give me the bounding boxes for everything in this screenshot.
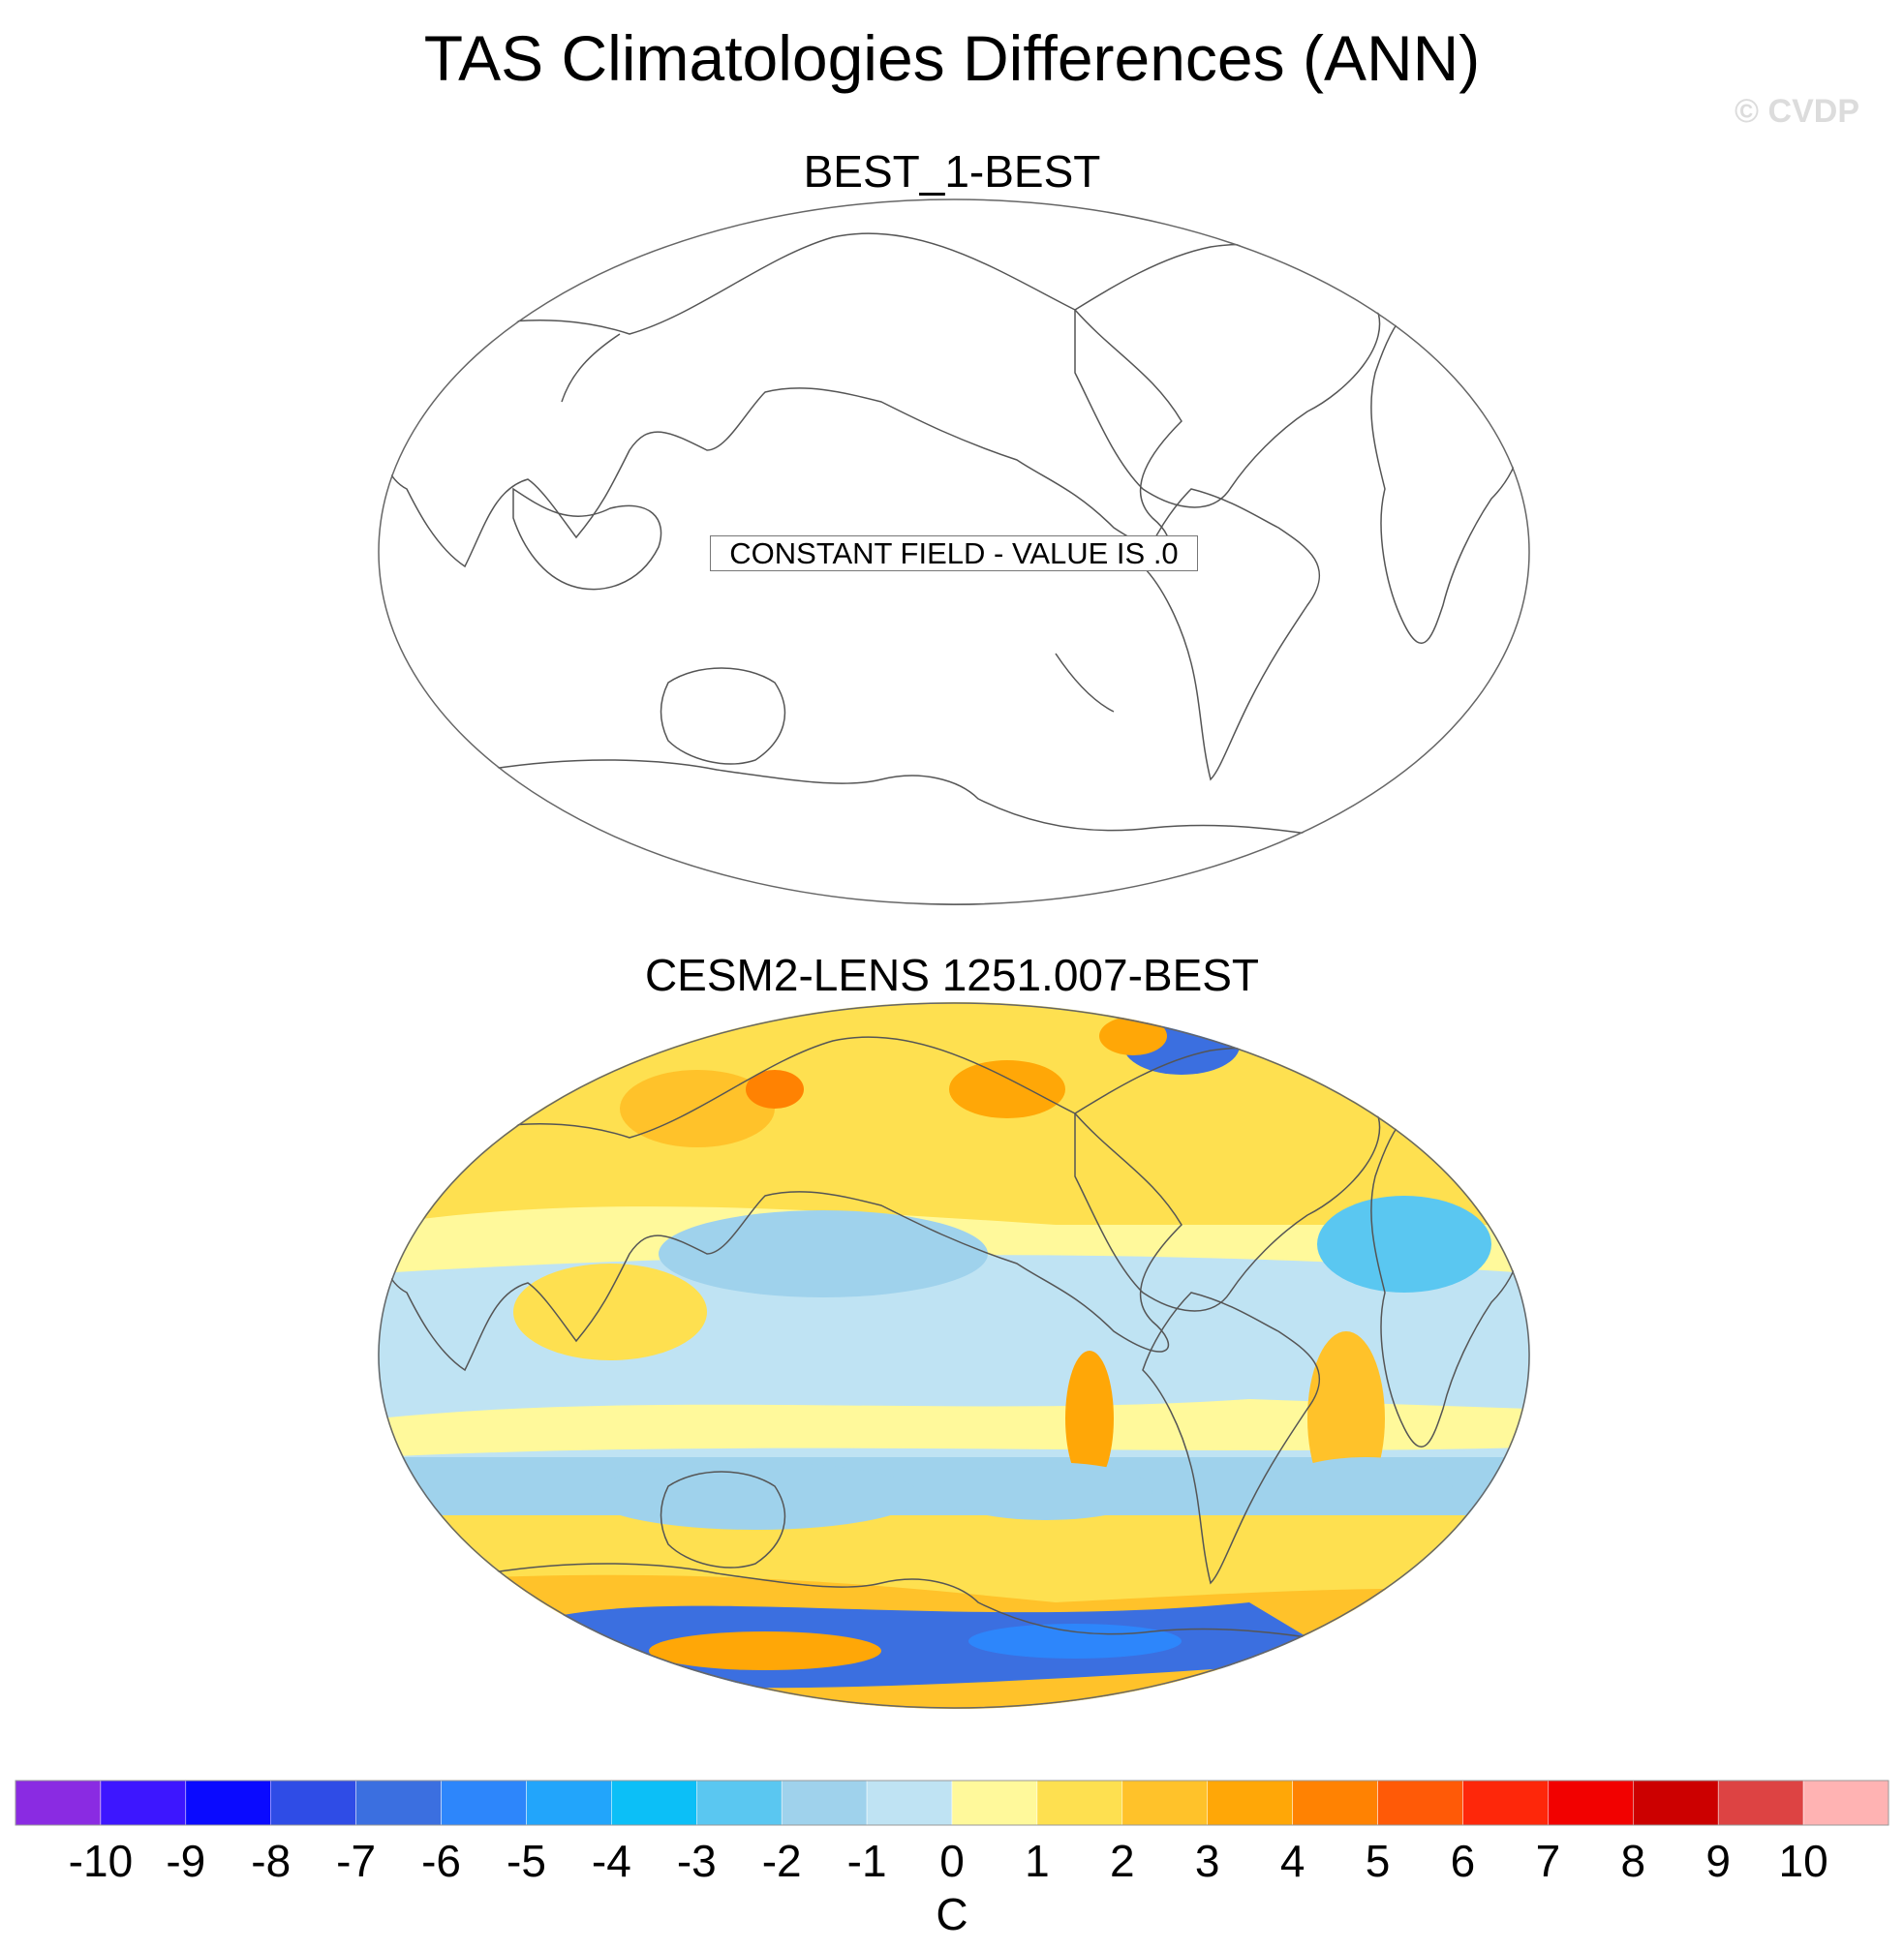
colorbar-tick-label: 5 [1365, 1836, 1391, 1886]
panel-2-title: CESM2-LENS 1251.007-BEST [644, 950, 1260, 1000]
colorbar-bin [866, 1780, 953, 1826]
colorbar-bin [15, 1780, 102, 1826]
colorbar-bin [1717, 1780, 1804, 1826]
colorbar-units: C [936, 1889, 968, 1939]
colorbar-tick-label: 4 [1279, 1836, 1305, 1886]
colorbar-tick-label: 9 [1705, 1836, 1731, 1886]
colorbar-tick-label: 3 [1194, 1836, 1220, 1886]
colorbar-tick-label: 2 [1110, 1836, 1135, 1886]
colorbar-tick-label: -3 [676, 1836, 717, 1886]
colorbar [15, 1780, 1889, 1826]
cvdp-watermark: © CVDP [1735, 93, 1859, 130]
colorbar-tick-label: -2 [761, 1836, 802, 1886]
colorbar-bin [951, 1780, 1038, 1826]
colorbar-tick-label: -4 [591, 1836, 631, 1886]
colorbar-tick-label: 6 [1450, 1836, 1476, 1886]
colorbar-bin [696, 1780, 783, 1826]
panel-1-coastlines [378, 232, 1530, 905]
colorbar-bin [1292, 1780, 1378, 1826]
panel-1-title: BEST_1-BEST [803, 146, 1101, 197]
colorbar-tick-label: -6 [421, 1836, 461, 1886]
panel-2-map [378, 1002, 1530, 1709]
colorbar-bin [526, 1780, 612, 1826]
panel-2-field [378, 1002, 1530, 1709]
panel-1-map-border [378, 198, 1530, 905]
colorbar-tick-label: 10 [1778, 1836, 1828, 1886]
colorbar-tick-label: -7 [336, 1836, 377, 1886]
colorbar-bin [1633, 1780, 1719, 1826]
colorbar-bin [270, 1780, 356, 1826]
colorbar-bin [1548, 1780, 1634, 1826]
chart-title: TAS Climatologies Differences (ANN) [423, 22, 1481, 94]
colorbar-bin [1462, 1780, 1549, 1826]
colorbar-tick-label: 1 [1025, 1836, 1050, 1886]
colorbar-bin [1207, 1780, 1293, 1826]
colorbar-bin [441, 1780, 527, 1826]
colorbar-bin [355, 1780, 442, 1826]
colorbar-tick-label: -5 [507, 1836, 546, 1886]
colorbar-bin [1377, 1780, 1463, 1826]
colorbar-tick-label: -9 [166, 1836, 206, 1886]
colorbar-bin [611, 1780, 697, 1826]
colorbar-tick-labels: -10 -9 -8 -7 -6 -5 -4 -3 -2 -1 0 1 2 3 4 5 6 7 8 9 10 [0, 1835, 1904, 1893]
colorbar-bin [1802, 1780, 1889, 1826]
colorbar-bin [185, 1780, 271, 1826]
constant-field-label: CONSTANT FIELD - VALUE IS .0 [710, 535, 1198, 571]
colorbar-bin [1036, 1780, 1123, 1826]
colorbar-tick-label: -10 [68, 1836, 134, 1886]
colorbar-bin [100, 1780, 187, 1826]
colorbar-bin [1121, 1780, 1208, 1826]
colorbar-tick-label: -1 [846, 1836, 887, 1886]
colorbar-frame [15, 1780, 1889, 1826]
panel-1-map [378, 198, 1530, 905]
colorbar-tick-label: 0 [939, 1836, 965, 1886]
colorbar-tick-label: -8 [251, 1836, 292, 1886]
colorbar-tick-label: 7 [1535, 1836, 1561, 1886]
colorbar-bin [781, 1780, 868, 1826]
panel-2-map-border [378, 1002, 1530, 1709]
colorbar-tick-label: 8 [1620, 1836, 1646, 1886]
